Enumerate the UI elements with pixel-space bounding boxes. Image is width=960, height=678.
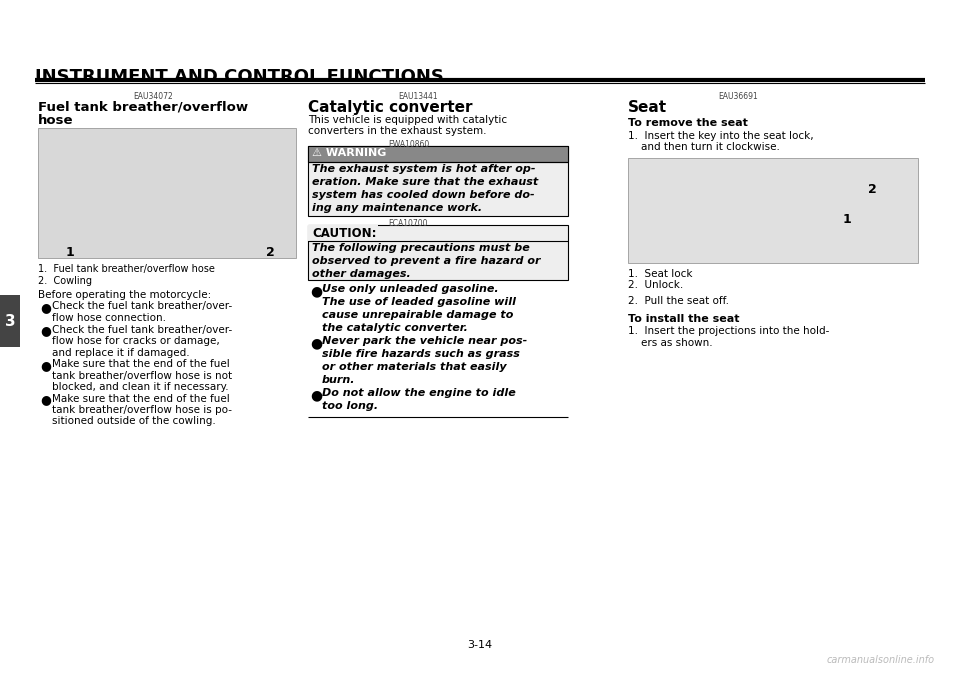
Text: and replace it if damaged.: and replace it if damaged. bbox=[52, 348, 190, 357]
Text: This vehicle is equipped with catalytic: This vehicle is equipped with catalytic bbox=[308, 115, 507, 125]
Text: Seat: Seat bbox=[628, 100, 667, 115]
Text: Before operating the motorcycle:: Before operating the motorcycle: bbox=[38, 290, 211, 300]
Text: or other materials that easily: or other materials that easily bbox=[322, 362, 507, 372]
Text: tank breather/overflow hose is po-: tank breather/overflow hose is po- bbox=[52, 405, 232, 415]
Text: carmanualsonline.info: carmanualsonline.info bbox=[827, 655, 935, 665]
Text: 1.  Insert the projections into the hold-: 1. Insert the projections into the hold- bbox=[628, 327, 829, 336]
Text: Check the fuel tank breather/over-: Check the fuel tank breather/over- bbox=[52, 325, 232, 334]
Text: other damages.: other damages. bbox=[312, 269, 411, 279]
Text: ers as shown.: ers as shown. bbox=[628, 338, 712, 348]
Bar bbox=[308, 146, 568, 162]
Bar bbox=[308, 225, 378, 241]
Bar bbox=[628, 158, 918, 263]
Text: 3: 3 bbox=[5, 313, 15, 329]
Text: system has cooled down before do-: system has cooled down before do- bbox=[312, 190, 535, 200]
Text: To install the seat: To install the seat bbox=[628, 313, 739, 323]
Text: CAUTION:: CAUTION: bbox=[312, 227, 376, 240]
Text: 2.  Pull the seat off.: 2. Pull the seat off. bbox=[628, 296, 729, 306]
Text: cause unrepairable damage to: cause unrepairable damage to bbox=[322, 310, 514, 320]
Text: flow hose connection.: flow hose connection. bbox=[52, 313, 166, 323]
Bar bbox=[308, 146, 568, 216]
Text: eration. Make sure that the exhaust: eration. Make sure that the exhaust bbox=[312, 177, 539, 187]
Text: flow hose for cracks or damage,: flow hose for cracks or damage, bbox=[52, 336, 220, 346]
Text: Check the fuel tank breather/over-: Check the fuel tank breather/over- bbox=[52, 302, 232, 311]
Text: ●: ● bbox=[310, 284, 323, 298]
Bar bbox=[308, 225, 568, 280]
Text: 1.  Seat lock: 1. Seat lock bbox=[628, 269, 692, 279]
Text: sible fire hazards such as grass: sible fire hazards such as grass bbox=[322, 349, 520, 359]
Text: ●: ● bbox=[40, 393, 51, 407]
Text: ⚠ WARNING: ⚠ WARNING bbox=[312, 148, 386, 158]
Text: Make sure that the end of the fuel: Make sure that the end of the fuel bbox=[52, 393, 229, 403]
Text: The exhaust system is hot after op-: The exhaust system is hot after op- bbox=[312, 164, 536, 174]
Text: Never park the vehicle near pos-: Never park the vehicle near pos- bbox=[322, 336, 527, 346]
Text: ●: ● bbox=[40, 325, 51, 338]
Text: Use only unleaded gasoline.: Use only unleaded gasoline. bbox=[322, 284, 498, 294]
Text: ECA10700: ECA10700 bbox=[388, 219, 427, 228]
Text: EAU36691: EAU36691 bbox=[718, 92, 757, 101]
Text: the catalytic converter.: the catalytic converter. bbox=[322, 323, 468, 333]
Text: Catalytic converter: Catalytic converter bbox=[308, 100, 472, 115]
Text: EAU34072: EAU34072 bbox=[133, 92, 173, 101]
Text: The following precautions must be: The following precautions must be bbox=[312, 243, 530, 253]
Text: 2.  Cowling: 2. Cowling bbox=[38, 275, 92, 285]
Text: EWA10860: EWA10860 bbox=[388, 140, 429, 149]
Text: The use of leaded gasoline will: The use of leaded gasoline will bbox=[322, 297, 516, 307]
Text: INSTRUMENT AND CONTROL FUNCTIONS: INSTRUMENT AND CONTROL FUNCTIONS bbox=[35, 68, 444, 86]
Text: blocked, and clean it if necessary.: blocked, and clean it if necessary. bbox=[52, 382, 228, 392]
Text: ●: ● bbox=[40, 359, 51, 372]
Text: 1.  Fuel tank breather/overflow hose: 1. Fuel tank breather/overflow hose bbox=[38, 264, 215, 274]
Text: 1.  Insert the key into the seat lock,: 1. Insert the key into the seat lock, bbox=[628, 131, 814, 141]
Text: Fuel tank breather/overflow: Fuel tank breather/overflow bbox=[38, 100, 248, 113]
Text: hose: hose bbox=[38, 114, 74, 127]
Text: 2: 2 bbox=[868, 183, 876, 196]
Text: ●: ● bbox=[310, 388, 323, 402]
Text: and then turn it clockwise.: and then turn it clockwise. bbox=[628, 142, 780, 153]
Text: ●: ● bbox=[310, 336, 323, 350]
Text: tank breather/overflow hose is not: tank breather/overflow hose is not bbox=[52, 370, 232, 380]
Text: converters in the exhaust system.: converters in the exhaust system. bbox=[308, 127, 487, 136]
Text: Make sure that the end of the fuel: Make sure that the end of the fuel bbox=[52, 359, 229, 369]
Text: 2: 2 bbox=[266, 246, 275, 259]
Text: 1: 1 bbox=[66, 246, 75, 259]
Text: ●: ● bbox=[40, 302, 51, 315]
Text: Do not allow the engine to idle: Do not allow the engine to idle bbox=[322, 388, 516, 398]
Text: EAU13441: EAU13441 bbox=[398, 92, 438, 101]
Text: 2.  Unlock.: 2. Unlock. bbox=[628, 281, 684, 290]
Text: sitioned outside of the cowling.: sitioned outside of the cowling. bbox=[52, 416, 216, 426]
Text: 1: 1 bbox=[843, 213, 852, 226]
Text: ing any maintenance work.: ing any maintenance work. bbox=[312, 203, 482, 213]
Bar bbox=[0, 295, 20, 347]
Text: observed to prevent a fire hazard or: observed to prevent a fire hazard or bbox=[312, 256, 540, 266]
Text: burn.: burn. bbox=[322, 375, 355, 385]
Text: too long.: too long. bbox=[322, 401, 378, 411]
Text: To remove the seat: To remove the seat bbox=[628, 118, 748, 128]
Text: 3-14: 3-14 bbox=[468, 640, 492, 650]
Bar bbox=[38, 128, 296, 258]
